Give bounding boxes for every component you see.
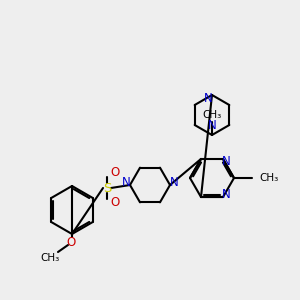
Text: CH₃: CH₃: [202, 110, 222, 120]
Text: CH₃: CH₃: [40, 253, 60, 263]
Text: N: N: [169, 176, 178, 188]
Text: O: O: [110, 167, 120, 179]
Text: S: S: [103, 182, 111, 194]
Text: N: N: [122, 176, 130, 188]
Text: O: O: [66, 236, 76, 248]
Text: N: N: [222, 188, 230, 201]
Text: CH₃: CH₃: [259, 173, 278, 183]
Text: N: N: [204, 92, 212, 104]
Text: N: N: [222, 155, 230, 168]
Text: O: O: [110, 196, 120, 209]
Text: N: N: [208, 119, 216, 132]
